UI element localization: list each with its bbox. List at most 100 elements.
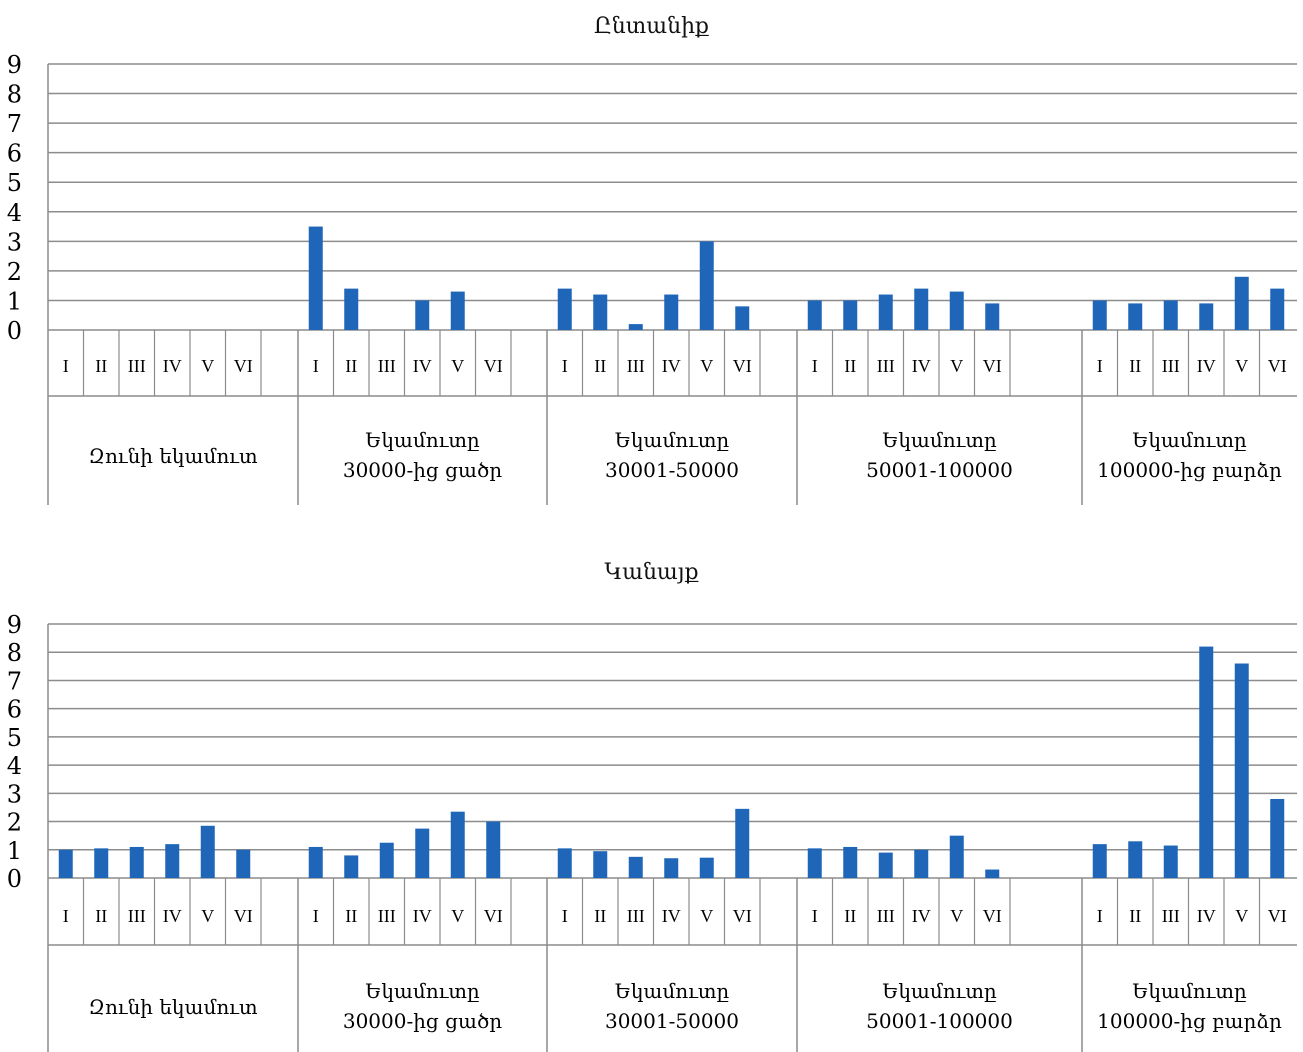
x-tick-label: V xyxy=(201,356,214,376)
x-tick-label: I xyxy=(63,356,69,376)
x-tick-label: I xyxy=(313,356,319,376)
bar xyxy=(985,869,1000,878)
x-tick-label: V xyxy=(700,356,713,376)
y-tick-label: 6 xyxy=(7,696,22,724)
y-tick-label: 7 xyxy=(7,110,22,138)
y-tick-label: 2 xyxy=(7,258,22,286)
bar xyxy=(1199,646,1214,878)
bar xyxy=(1199,303,1214,330)
group-label: 30000-ից ցածր xyxy=(343,1009,502,1033)
x-tick-label: I xyxy=(1097,356,1103,376)
x-tick-label: IV xyxy=(662,906,681,926)
bar xyxy=(699,857,714,878)
x-tick-label: I xyxy=(1097,906,1103,926)
bar xyxy=(557,288,572,330)
x-tick-label: VI xyxy=(983,906,1002,926)
y-tick-label: 9 xyxy=(7,51,22,79)
bar xyxy=(949,291,964,330)
x-tick-label: VI xyxy=(733,906,752,926)
x-tick-label: III xyxy=(1162,906,1180,926)
bar xyxy=(664,294,679,330)
x-tick-label: II xyxy=(844,906,856,926)
x-tick-label: II xyxy=(1129,906,1141,926)
group-label: Եկամուտը xyxy=(882,428,997,452)
bar xyxy=(1270,798,1285,878)
group-label: Եկամուտը xyxy=(615,979,730,1003)
bar xyxy=(1234,276,1249,330)
bar xyxy=(450,291,465,330)
y-tick-label: 4 xyxy=(7,752,22,780)
bar xyxy=(878,852,893,878)
x-tick-label: V xyxy=(1235,906,1248,926)
y-tick-label: 8 xyxy=(7,639,22,667)
x-tick-label: IV xyxy=(163,906,182,926)
bar xyxy=(308,846,323,878)
x-tick-label: IV xyxy=(1197,906,1216,926)
x-tick-label: IV xyxy=(413,906,432,926)
bar xyxy=(344,855,359,878)
group-label: 50001-100000 xyxy=(866,1009,1013,1033)
x-tick-label: I xyxy=(63,906,69,926)
bar xyxy=(557,848,572,878)
bar xyxy=(1128,841,1143,878)
bar xyxy=(593,851,608,878)
bar xyxy=(914,849,929,878)
group-label: 100000-ից բարձր xyxy=(1097,458,1282,482)
y-tick-label: 0 xyxy=(7,865,22,893)
x-tick-label: V xyxy=(1235,356,1248,376)
y-tick-label: 0 xyxy=(7,317,22,345)
bar xyxy=(699,241,714,330)
bar xyxy=(200,825,215,878)
x-tick-label: V xyxy=(700,906,713,926)
y-tick-label: 5 xyxy=(7,169,22,197)
x-tick-label: III xyxy=(877,356,895,376)
group-label: 50001-100000 xyxy=(866,458,1013,482)
x-tick-label: II xyxy=(844,356,856,376)
bar xyxy=(236,849,251,878)
group-label: Զունի եկամուտ xyxy=(88,995,258,1019)
y-tick-label: 8 xyxy=(7,81,22,109)
bar xyxy=(165,844,180,878)
bar xyxy=(1163,300,1178,330)
bar xyxy=(1092,300,1107,330)
bar xyxy=(94,848,109,878)
bar xyxy=(1092,844,1107,878)
bar xyxy=(415,300,430,330)
x-tick-label: VI xyxy=(983,356,1002,376)
group-label: 30000-ից ցածր xyxy=(343,458,502,482)
bar xyxy=(949,835,964,878)
group-label: Եկամուտը xyxy=(1132,428,1247,452)
x-tick-label: III xyxy=(378,356,396,376)
x-tick-label: I xyxy=(313,906,319,926)
x-tick-label: I xyxy=(812,356,818,376)
x-tick-label: III xyxy=(627,356,645,376)
x-tick-label: II xyxy=(594,356,606,376)
x-tick-label: IV xyxy=(1197,356,1216,376)
bar xyxy=(486,821,501,878)
bar xyxy=(344,288,359,330)
group-label: Եկամուտը xyxy=(365,979,480,1003)
x-tick-label: IV xyxy=(413,356,432,376)
x-tick-label: VI xyxy=(484,906,503,926)
bar xyxy=(379,842,394,878)
x-tick-label: VI xyxy=(1268,906,1287,926)
x-tick-label: VI xyxy=(234,906,253,926)
y-tick-label: 2 xyxy=(7,809,22,837)
group-label: Եկամուտը xyxy=(365,428,480,452)
x-tick-label: I xyxy=(562,906,568,926)
bar xyxy=(1163,845,1178,878)
bar xyxy=(308,226,323,330)
x-tick-label: VI xyxy=(484,356,503,376)
bar xyxy=(807,848,822,878)
y-tick-label: 9 xyxy=(7,611,22,639)
x-tick-label: II xyxy=(345,356,357,376)
bar xyxy=(843,300,858,330)
bar xyxy=(735,306,750,330)
bar xyxy=(628,856,643,878)
group-label: Եկամուտը xyxy=(615,428,730,452)
x-tick-label: V xyxy=(950,906,963,926)
bar xyxy=(628,324,643,330)
x-tick-label: V xyxy=(451,906,464,926)
bar xyxy=(735,808,750,878)
